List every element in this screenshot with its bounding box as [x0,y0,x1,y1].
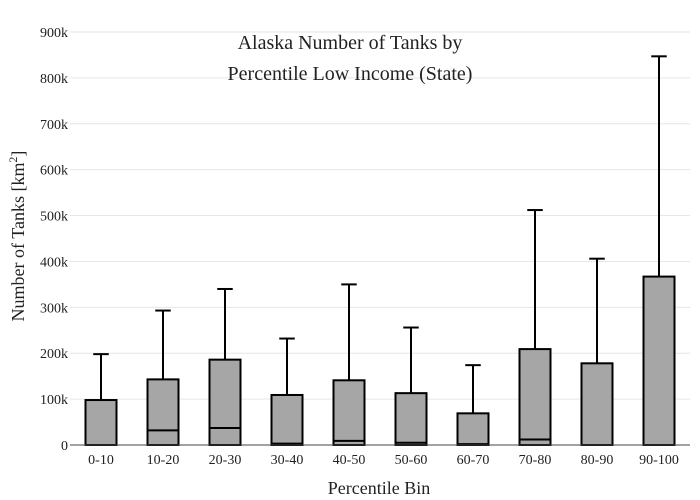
box-20-30 [208,287,242,446]
x-tick-label: 40-50 [333,453,366,468]
x-tick-label: 10-20 [147,453,180,468]
box-90-100 [642,55,676,446]
y-tick-label: 800k [40,72,68,87]
x-tick-label: 80-90 [581,453,614,468]
box-body [208,358,242,446]
chart-title-line-2: Percentile Low Income (State) [228,63,473,85]
box-80-90 [580,257,614,446]
y-tick-label: 0 [61,439,68,454]
y-axis-title: Number of Tanks [km2] [6,151,28,322]
box-40-50 [332,283,366,446]
box-30-40 [270,337,304,446]
x-tick-label: 20-30 [209,453,242,468]
box-body [332,379,366,446]
y-axis-title-main: Number of Tanks [km [8,163,28,322]
y-tick-label: 900k [40,26,68,41]
x-tick-label: 0-10 [88,453,114,468]
box-10-20 [146,309,180,446]
x-tick-label: 50-60 [395,453,428,468]
y-axis-title-close: ] [8,151,28,157]
box-60-70 [456,364,490,447]
box-body [84,399,118,447]
y-axis-ticks: 0 100k 200k 300k 400k 500k 600k 700k 800k 900k [40,26,68,454]
x-tick-label: 90-100 [639,453,679,468]
x-axis-title: Percentile Bin [328,478,430,498]
box-body [270,393,304,446]
box-70-80 [518,209,552,446]
gridlines [70,31,690,400]
y-tick-label: 700k [40,118,68,133]
y-tick-label: 500k [40,210,68,225]
x-tick-label: 70-80 [519,453,552,468]
boxes [84,55,676,447]
y-axis-title-superscript: 2 [6,157,20,163]
box-body [580,362,614,446]
box-50-60 [394,326,428,447]
y-tick-label: 200k [40,347,68,362]
x-axis-ticks: 0-10 10-20 20-30 30-40 40-50 50-60 60-70 70-80 8… [88,453,679,468]
box-body [394,392,428,447]
x-tick-label: 30-40 [271,453,304,468]
box-body [518,348,552,446]
chart-title-line-1: Alaska Number of Tanks by [238,32,463,54]
y-tick-label: 600k [40,164,68,179]
y-tick-label: 300k [40,301,68,316]
x-tick-label: 60-70 [457,453,490,468]
box-body [456,412,490,447]
box-0-10 [84,353,118,447]
y-tick-label: 100k [40,393,68,408]
box-body [146,378,180,446]
y-tick-label: 400k [40,255,68,270]
box-body [642,275,676,446]
